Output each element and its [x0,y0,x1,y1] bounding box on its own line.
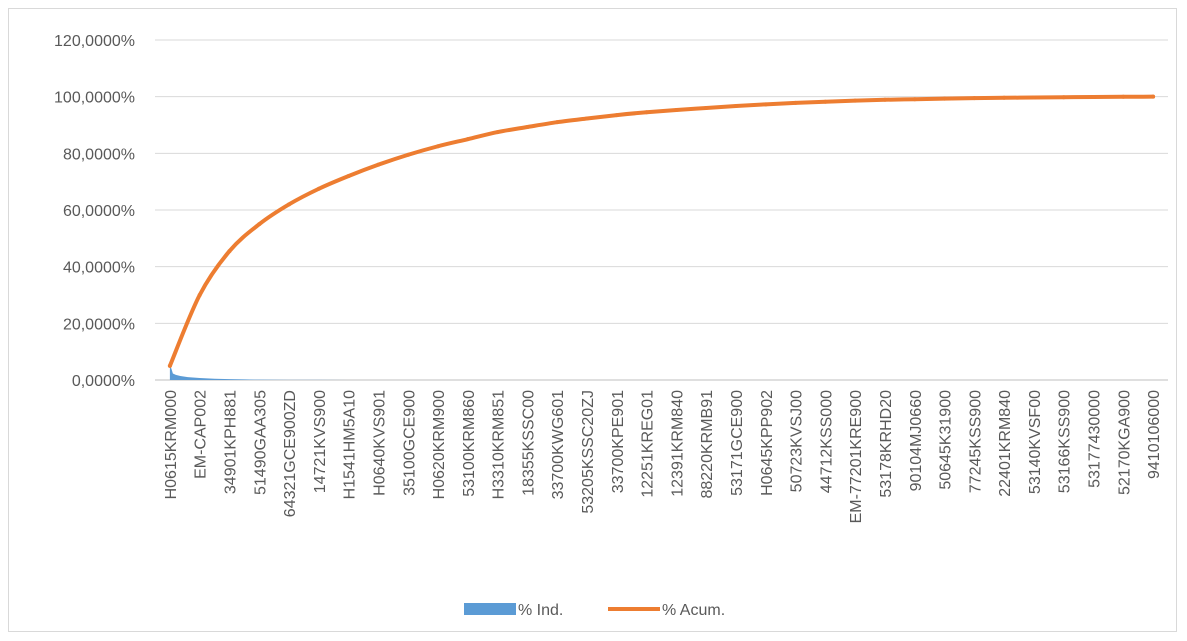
x-tick-label: 33700KWG601 [550,390,567,500]
y-tick-label: 60,0000% [63,203,135,220]
series-acum-point [882,97,887,102]
x-tick-label: 22401KRM840 [997,390,1014,497]
series-acum-point [644,110,649,115]
x-tick-label: EM-CAP002 [193,390,210,479]
x-tick-label: 52170KGA900 [1116,390,1133,495]
x-tick-label: 53100KRM860 [461,390,478,497]
x-tick-label: 35100GCE900 [401,390,418,496]
x-tick-label: 34901KPH881 [222,390,239,494]
series-acum-point [316,186,321,191]
series-acum-point [555,120,560,125]
x-tick-label: 53205KSSC20ZJ [580,390,597,514]
series-acum-point [942,96,947,101]
series-acum-point [227,249,232,254]
x-tick-label: 53171GCE900 [729,390,746,496]
x-tick-label: 90104MJ0660 [908,390,925,492]
gridlines [155,39,1168,324]
x-tick-label: H0645KPP902 [759,390,776,496]
legend: % Ind. % Acum. [464,602,725,619]
x-tick-label: 9410106000 [1146,390,1163,479]
x-tick-label: H0640KVS901 [371,390,388,496]
series-acum-point [585,116,590,121]
series-acum-point [257,222,262,227]
series-acum-point [1031,95,1036,100]
series-acum-point [376,162,381,167]
x-tick-label: 50723KVSJ00 [789,390,806,492]
series-acum-point [733,104,738,109]
series-acum-point [912,97,917,102]
legend-acum-label: % Acum. [662,602,725,619]
series-acum-point [614,113,619,118]
x-tick-label: 12391KRM840 [669,390,686,497]
series-acum-point [197,293,202,297]
x-tick-label: 88220KRMB91 [699,390,716,499]
series-acum-point [465,137,470,142]
series-acum-point [1121,94,1126,99]
x-tick-label: 53140KVSF00 [1027,390,1044,494]
series-acum-line [167,94,1156,368]
x-tick-label: 12251KREG01 [640,390,657,498]
x-tick-label: 44712KSS000 [818,390,835,493]
x-tick-label: H0615KRM000 [163,390,180,500]
series-acum-point [1061,95,1066,100]
x-tick-label: 53177430000 [1087,390,1104,488]
series-acum-point [704,106,709,110]
series-acum-point [763,102,768,107]
y-tick-label: 120,0000% [54,33,135,50]
x-tick-label: 64321GCE900ZD [282,390,299,517]
x-tick-label: H0620KRM900 [431,390,448,500]
series-acum-point [823,99,828,104]
x-tick-label: 50645K31900 [938,390,955,490]
series-acum-point [406,152,411,157]
series-acum-point [436,144,441,149]
plot-area [167,94,1156,380]
series-ind-area [169,365,1154,380]
x-tick-label: 51490GAA305 [252,390,269,495]
series-acum-point [1151,94,1156,99]
x-axis-ticks: H0615KRM000 EM-CAP002 34901KPH881 51490GAA3… [163,390,1163,524]
y-tick-label: 100,0000% [54,90,135,107]
series-acum-point [674,107,679,112]
x-tick-label: H3310KRM851 [491,390,508,500]
x-tick-label: 53178KRHD20 [878,390,895,498]
legend-ind-swatch [464,603,516,615]
x-tick-label: 33700KPE901 [610,390,627,493]
series-acum-point [972,96,977,101]
y-tick-label: 80,0000% [63,146,135,163]
x-tick-label: 14721KVS900 [312,390,329,493]
series-acum-point [1002,95,1007,100]
x-tick-label: H1541HM5A10 [342,390,359,500]
x-tick-label: EM-77201KRE900 [848,390,865,524]
chart-frame [8,8,1177,632]
y-tick-label: 40,0000% [63,260,135,277]
y-tick-label: 0,0000% [72,373,135,390]
x-tick-label: 18355KSSC00 [520,390,537,496]
series-acum-point [793,100,798,105]
series-acum-point [495,130,500,135]
y-tick-label: 20,0000% [63,316,135,333]
series-acum-point [1091,94,1096,99]
series-acum-point [853,98,858,103]
x-tick-label: 53166KSS900 [1057,390,1074,493]
y-axis-ticks: 0,0000% 20,0000% 40,0000% 60,0000% 80,0000% 1… [54,33,135,390]
series-acum-point [525,124,530,129]
series-acum-point [167,363,172,368]
legend-ind-label: % Ind. [518,602,563,619]
series-acum-point [287,202,292,207]
series-acum-point [346,174,351,178]
x-tick-label: 77245KSS900 [967,390,984,493]
